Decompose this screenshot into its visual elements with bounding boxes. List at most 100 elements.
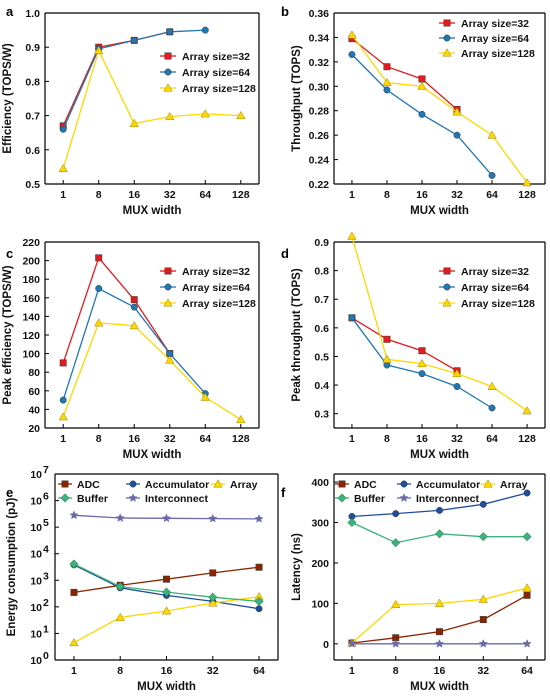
legend: Array size=32 Array size=64 Array size=128: [160, 51, 256, 95]
series-line: [62, 322, 242, 421]
data-point: [255, 563, 263, 571]
data-point: [436, 506, 443, 514]
data-point: [347, 30, 357, 39]
series-buffer: [69, 559, 264, 606]
data-point: [163, 83, 173, 92]
data-point: [69, 559, 79, 569]
data-point: [115, 582, 125, 592]
y-axis-title: Latency (ns): [291, 533, 303, 601]
x-tick-label: 8: [96, 433, 102, 445]
x-tick-label: 32: [164, 189, 176, 201]
series-accumulator: [70, 561, 263, 613]
x-tick-label: 16: [161, 665, 173, 677]
data-point: [70, 588, 78, 596]
series-array-size-64: [59, 26, 209, 133]
data-point: [399, 493, 409, 502]
x-tick-label: 1: [60, 189, 66, 201]
y-tick-label: 0.26: [309, 130, 330, 142]
x-tick-label: 8: [96, 189, 102, 201]
y-tick-label: 0.7: [314, 294, 329, 306]
x-tick-label: 64: [486, 433, 498, 445]
data-point: [95, 285, 103, 292]
series-buffer: [347, 517, 532, 548]
legend-label: Array size=64: [182, 67, 250, 79]
legend-label: Array size=128: [182, 298, 256, 310]
data-point: [418, 347, 426, 355]
data-point: [452, 368, 462, 378]
x-tick-label: 16: [416, 189, 428, 201]
y-tick-label: 0.6: [25, 145, 40, 157]
legend-item: Array size=64: [439, 282, 529, 294]
y-tick-label: 120: [22, 330, 40, 342]
y-tick-exponent: 2: [43, 597, 49, 609]
x-tick-label: 64: [253, 665, 265, 677]
legend-label: Buffer: [354, 493, 385, 505]
x-tick-label: 1: [349, 189, 355, 201]
y-tick-label: 180: [22, 274, 40, 286]
series-array-size-128: [347, 30, 532, 187]
data-point: [383, 361, 391, 369]
legend-item: Array size=32: [439, 266, 529, 278]
y-axis-title: Throughput (TOPS): [291, 45, 303, 152]
series-accumulator: [348, 489, 531, 520]
y-tick-exponent: 3: [43, 570, 49, 582]
data-point: [443, 267, 451, 275]
series-array-size-64: [348, 51, 496, 179]
data-point: [443, 34, 451, 42]
y-tick-label: 20: [28, 423, 40, 435]
data-point: [201, 26, 209, 34]
legend-label: Interconnect: [145, 493, 209, 505]
y-tick-exponent: 1: [43, 623, 49, 635]
data-point: [163, 298, 173, 307]
data-point: [487, 130, 497, 139]
legend-item: Buffer: [335, 493, 385, 505]
data-point: [69, 510, 79, 520]
data-point: [200, 392, 210, 401]
data-point: [130, 296, 138, 304]
legend-item: Accumulator: [397, 479, 480, 491]
legend-label: Array size=64: [182, 282, 250, 294]
legend-item: Array: [211, 479, 258, 491]
y-tick-label: 0.34: [309, 32, 330, 44]
legend-label: Array size=128: [461, 298, 535, 310]
panel-label: b: [281, 4, 289, 19]
x-tick-label: 64: [199, 189, 211, 201]
data-point: [434, 638, 445, 648]
x-tick-label: 128: [518, 189, 536, 201]
y-tick-label: 300: [311, 518, 329, 530]
legend-label: Array size=32: [182, 51, 250, 63]
legend: Array size=32 Array size=64 Array size=128: [160, 266, 256, 310]
data-point: [442, 48, 452, 57]
legend-label: Array size=128: [182, 83, 256, 95]
data-point: [391, 638, 401, 648]
series-line: [62, 256, 171, 364]
x-tick-label: 8: [384, 433, 390, 445]
data-point: [236, 414, 246, 424]
data-point: [254, 514, 264, 523]
data-point: [166, 28, 174, 36]
y-tick-exponent: 4: [43, 544, 49, 556]
data-point: [347, 231, 357, 240]
y-axis-title: Efficiency (TOPS/W): [2, 43, 14, 154]
x-tick-label: 8: [384, 189, 390, 201]
data-point: [161, 513, 172, 523]
x-tick-label: 8: [393, 665, 399, 677]
data-point: [383, 86, 391, 94]
data-point: [479, 500, 487, 508]
data-point: [94, 318, 104, 327]
x-tick-label: 1: [60, 433, 66, 445]
x-tick-label: 32: [207, 665, 219, 677]
series-line: [62, 29, 206, 130]
series-array: [347, 583, 532, 647]
series-array-size-32: [348, 35, 461, 113]
chart-panel-f: f 1 8 16 32 64 0 100 200 300 400 MUX width Latency (…: [281, 473, 546, 693]
data-point: [347, 517, 357, 528]
data-point: [128, 493, 138, 502]
legend-label: Accumulator: [145, 479, 209, 491]
data-point: [348, 314, 356, 322]
y-tick-label: 40: [28, 404, 40, 416]
legend-item: Interconnect: [397, 493, 480, 505]
x-tick-label: 32: [451, 433, 463, 445]
data-point: [382, 354, 392, 363]
